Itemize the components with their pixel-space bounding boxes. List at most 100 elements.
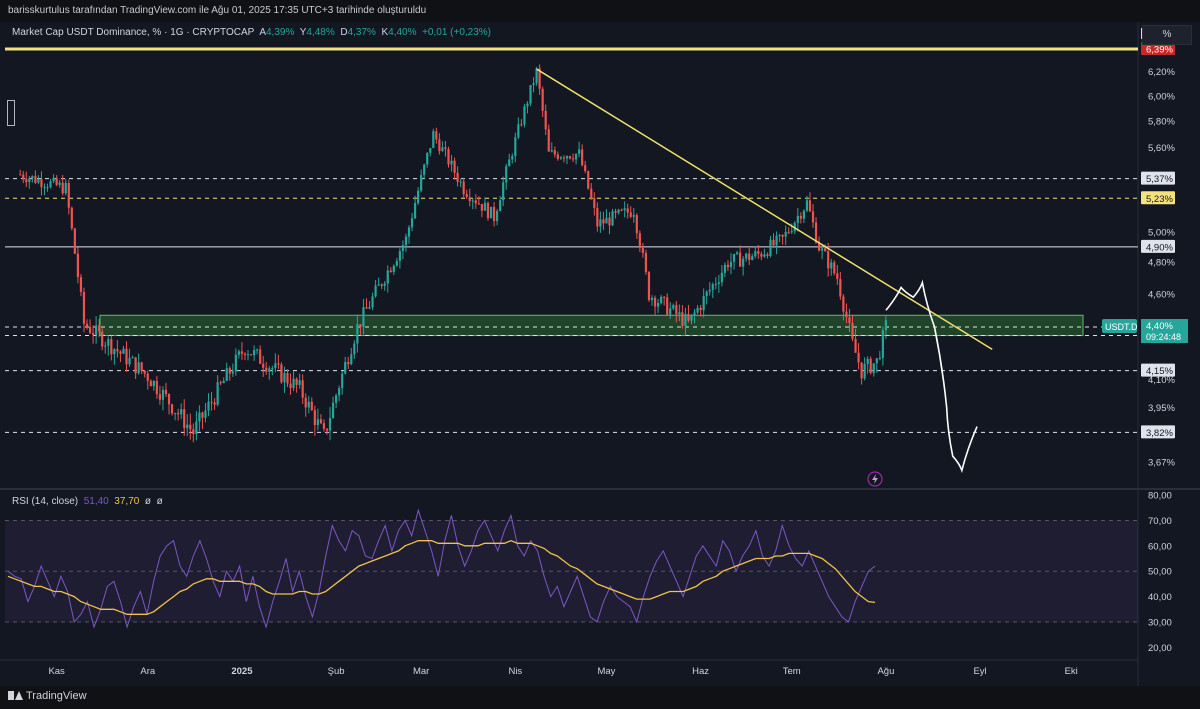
candle-body — [307, 401, 310, 408]
drawing-handle[interactable] — [7, 100, 15, 126]
candle-body — [817, 242, 821, 251]
candle-body — [869, 358, 872, 373]
candle-body — [192, 429, 195, 435]
candle-body — [848, 317, 851, 324]
candle-body — [40, 179, 43, 188]
candle-body — [383, 283, 386, 286]
price-tick-label: 3,67% — [1148, 458, 1175, 469]
candle-body — [660, 296, 663, 304]
candle-body — [70, 207, 73, 229]
symbol-tag-bg — [1102, 319, 1137, 334]
candle-body — [778, 234, 781, 236]
time-tick-label: Nis — [508, 666, 522, 677]
candle-body — [116, 349, 119, 352]
candle-body — [389, 270, 392, 273]
candle-body — [450, 160, 453, 165]
candle-body — [632, 215, 635, 217]
candle-body — [426, 152, 429, 165]
candle-body — [641, 248, 645, 253]
candle-body — [88, 326, 92, 333]
time-tick-label: Mar — [413, 666, 429, 677]
candle-body — [271, 368, 274, 370]
candle-body — [222, 380, 225, 384]
change-value: +0,01 (+0,23%) — [422, 27, 492, 38]
candle-body — [751, 256, 754, 261]
candle-body — [462, 181, 465, 195]
candle-body — [593, 198, 596, 208]
symbol-legend[interactable]: Market Cap USDT Dominance, % · 1G · CRYP… — [12, 27, 491, 38]
candle-body — [392, 265, 395, 273]
symbol-title: Market Cap USDT Dominance, % · 1G · CRYP… — [12, 27, 255, 38]
level-label: 3,82% — [1146, 428, 1173, 439]
price-tick-label: 4,10% — [1148, 375, 1175, 386]
candle-body — [568, 156, 572, 159]
candle-body — [85, 323, 89, 327]
candle-body — [404, 236, 408, 246]
candle-body — [268, 368, 271, 372]
candle-body — [574, 153, 578, 160]
candle-body — [76, 253, 80, 278]
candle-body — [210, 401, 213, 403]
candle-body — [362, 307, 365, 327]
candle-body — [474, 200, 477, 204]
candle-body — [678, 312, 681, 315]
tradingview-logo-icon — [8, 691, 23, 700]
candle-body — [295, 378, 298, 385]
candle-body — [714, 283, 717, 285]
level-label-bg — [1141, 363, 1175, 377]
candle-body — [735, 252, 739, 254]
candle-body — [796, 215, 799, 223]
projection-path — [885, 279, 978, 474]
candle-body — [505, 166, 508, 183]
low-value: 4,37% — [347, 27, 376, 38]
candle-body — [25, 178, 28, 183]
candle-body — [729, 261, 733, 268]
time-tick-label: Ağu — [877, 666, 894, 677]
candle-body — [43, 187, 46, 189]
time-tick-label: Şub — [328, 666, 345, 677]
candle-body — [407, 227, 411, 237]
candle-body — [769, 239, 772, 256]
candle-body — [550, 150, 553, 152]
candle-body — [158, 394, 162, 400]
percent-scale-button[interactable]: % — [1142, 25, 1192, 45]
candle-body — [225, 368, 228, 381]
candle-body — [310, 401, 313, 411]
candle-body — [584, 165, 587, 172]
candle-body — [46, 187, 49, 189]
candle-body — [447, 149, 450, 165]
price-tick-label: 5,80% — [1148, 117, 1175, 128]
candle-body — [836, 273, 839, 280]
candle-body — [125, 348, 128, 365]
top-bar: barisskurtulus tarafından TradingView.co… — [0, 0, 1200, 22]
candle-body — [757, 251, 760, 254]
candle-body — [878, 357, 881, 359]
rsi-tick-label: 30,00 — [1148, 617, 1172, 628]
candle-body — [219, 382, 222, 384]
candle-body — [304, 397, 307, 408]
candle-body — [280, 364, 283, 383]
candle-body — [644, 252, 648, 273]
rsi-legend[interactable]: RSI (14, close) 51,40 37,70 ø ø — [12, 496, 163, 507]
candle-body — [432, 131, 435, 148]
candle-body — [131, 357, 134, 359]
candle-body — [61, 182, 64, 194]
candle-body — [845, 311, 848, 318]
price-tick-label: 6,20% — [1148, 67, 1175, 78]
candle-body — [830, 262, 833, 269]
time-tick-label: Tem — [783, 666, 801, 677]
candle-body — [739, 252, 742, 267]
candle-body — [690, 314, 693, 321]
candle-body — [866, 358, 869, 365]
candle-body — [413, 203, 417, 219]
candle-body — [587, 171, 590, 189]
rsi-tick-label: 20,00 — [1148, 643, 1172, 654]
candle-body — [656, 303, 660, 307]
candle-body — [195, 421, 198, 435]
candle-body — [110, 339, 113, 355]
candle-body — [808, 200, 812, 212]
candle-body — [666, 297, 669, 315]
candle-body — [174, 413, 177, 415]
tradingview-logo[interactable]: TradingView — [8, 690, 87, 702]
